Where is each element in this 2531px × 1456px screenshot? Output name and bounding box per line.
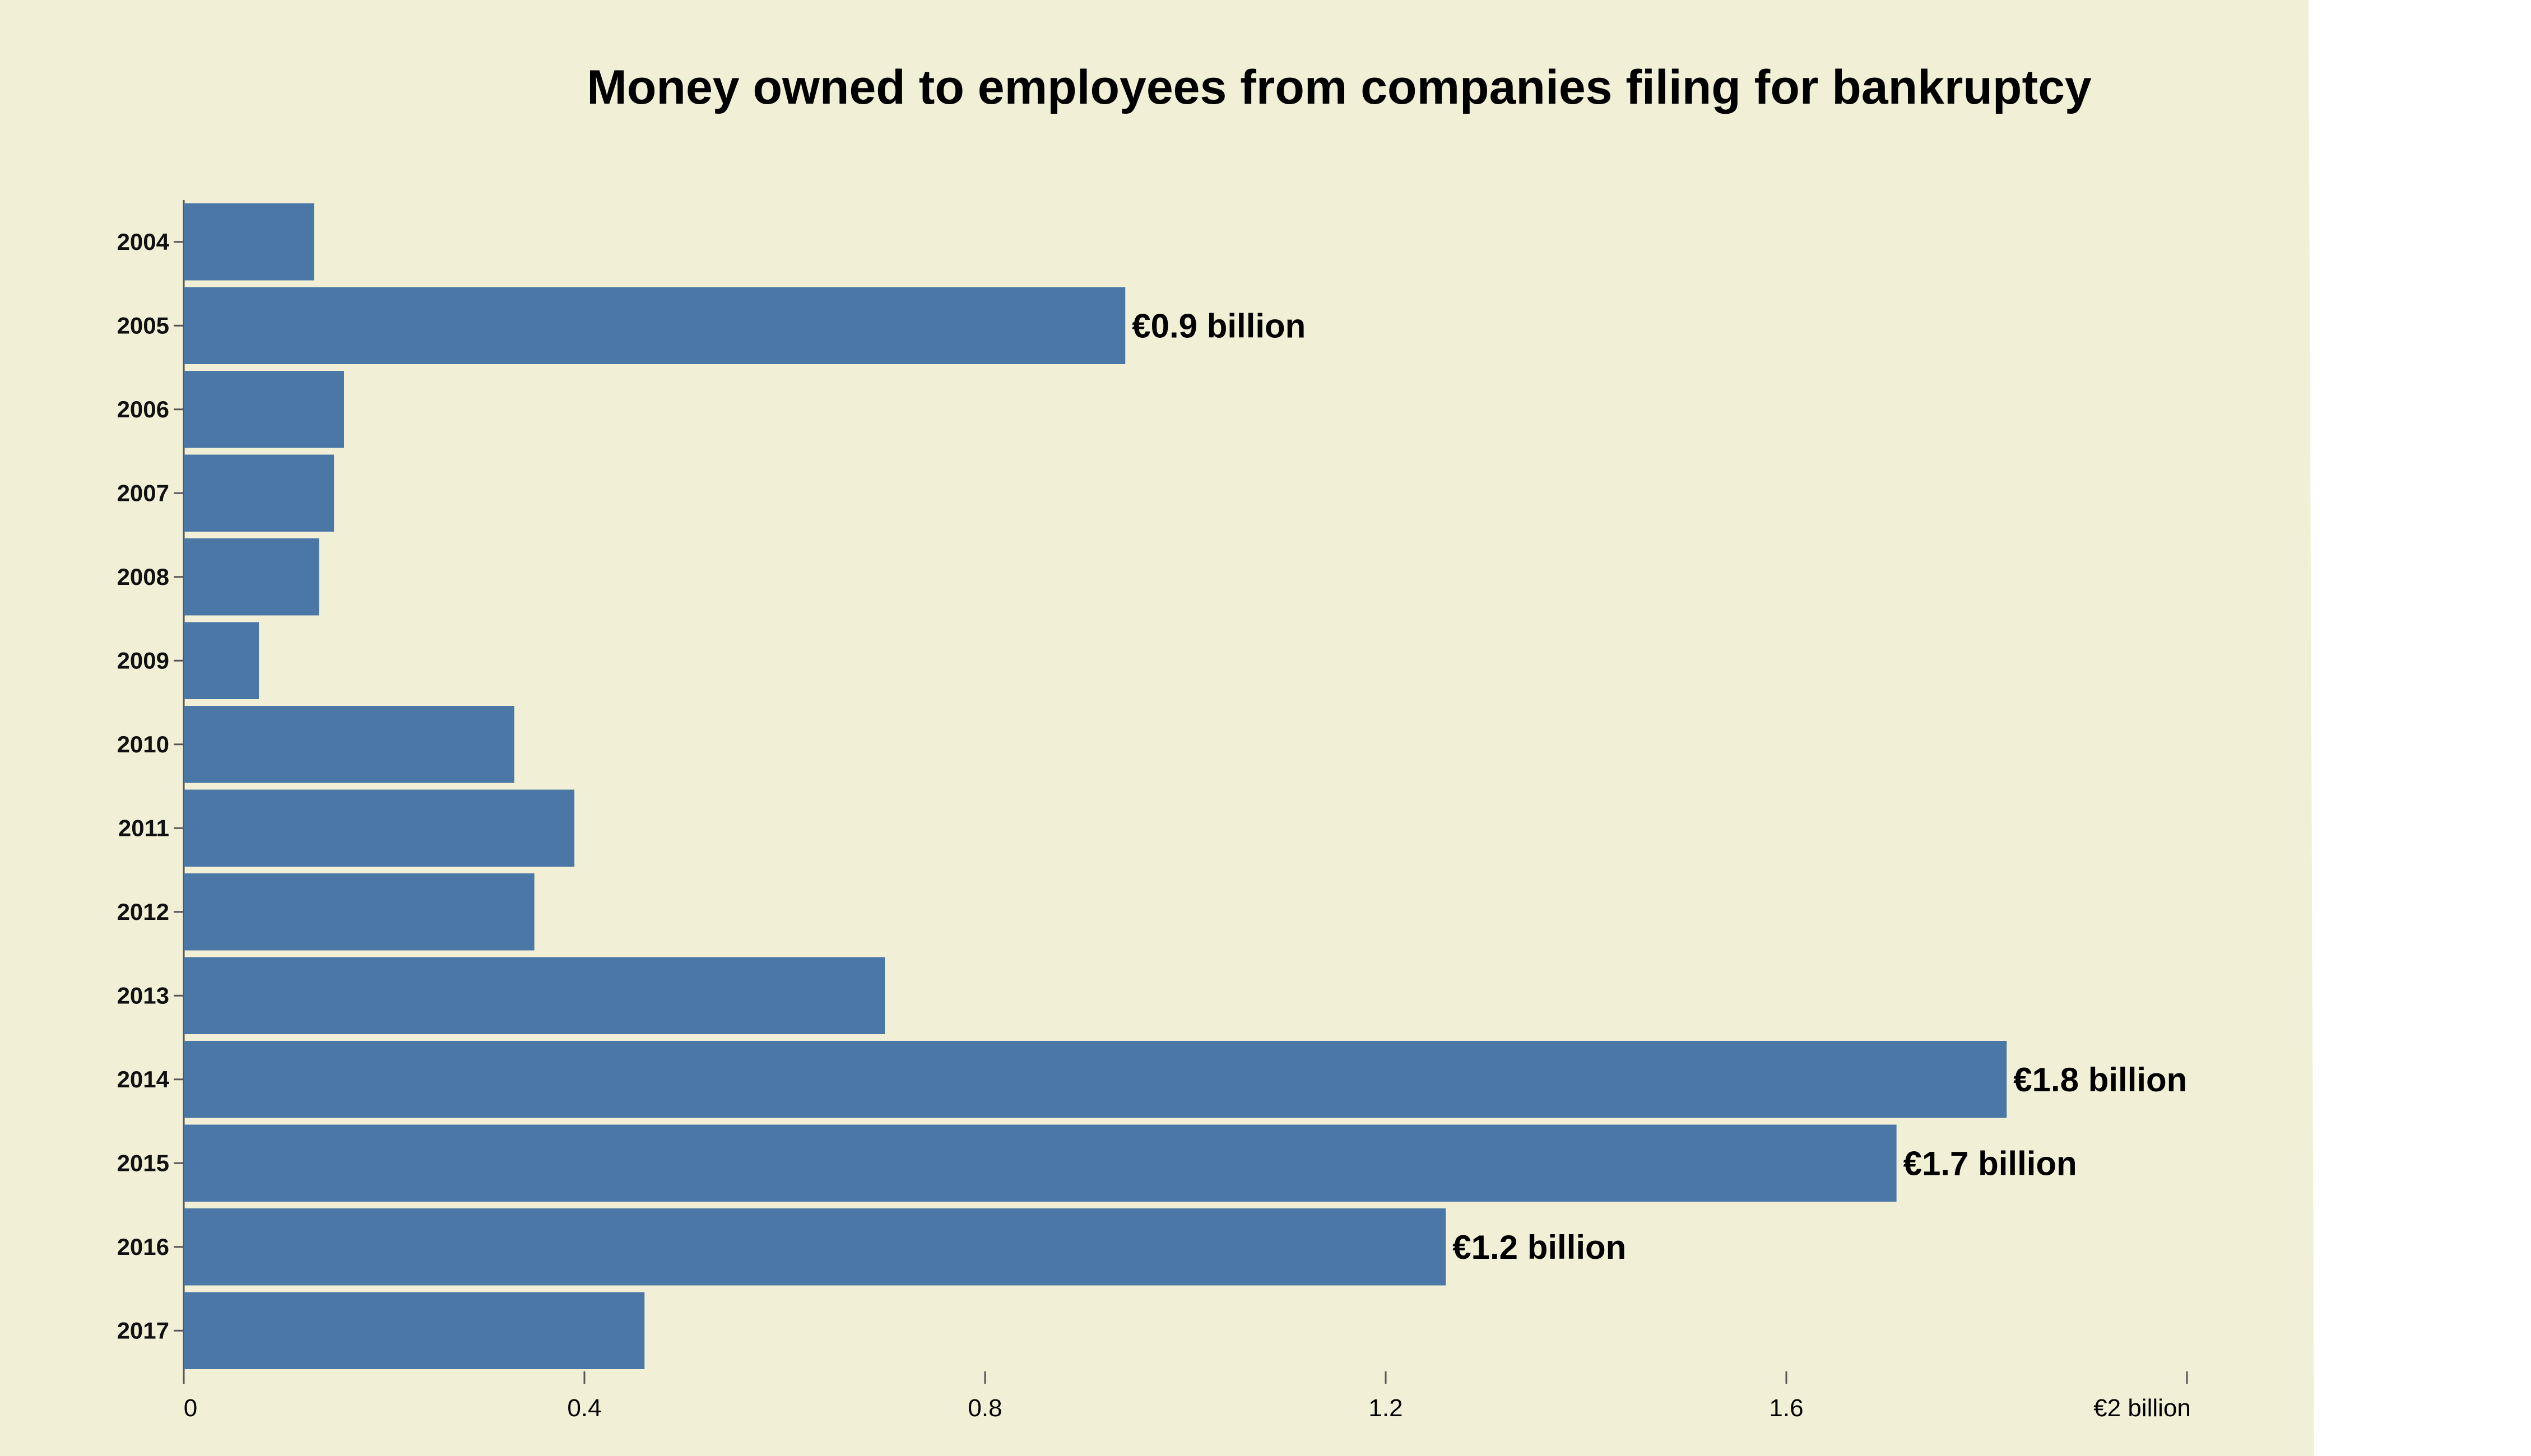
y-tick-label-2009: 2009 — [117, 647, 169, 673]
x-tick-label-3: 1.2 — [1368, 1394, 1403, 1422]
y-tick-label-2012: 2012 — [117, 899, 169, 925]
x-tick-label-1: 0.4 — [567, 1394, 601, 1422]
bar-2017 — [184, 1292, 645, 1369]
bar-2005 — [184, 287, 1126, 364]
data-label-2005: €0.9 billion — [1132, 307, 1306, 345]
bar-2016 — [184, 1208, 1446, 1286]
y-tick-label-2007: 2007 — [117, 480, 169, 506]
bar-2010 — [184, 706, 514, 783]
y-tick-label-2004: 2004 — [117, 229, 170, 255]
data-label-2015: €1.7 billion — [1903, 1145, 2077, 1182]
y-tick-label-2008: 2008 — [117, 564, 169, 590]
bar-2009 — [184, 622, 259, 699]
bar-2008 — [184, 538, 319, 616]
y-tick-label-2011: 2011 — [118, 815, 169, 841]
data-label-2014: €1.8 billion — [2013, 1061, 2187, 1099]
y-tick-label-2015: 2015 — [117, 1150, 169, 1176]
x-axis: 0 0.4 0.8 1.2 1.6 €2 billion — [183, 1371, 2191, 1422]
y-tick-label-2014: 2014 — [117, 1066, 170, 1092]
bar-2006 — [184, 371, 344, 448]
y-tick-label-2010: 2010 — [117, 731, 169, 757]
bar-2004 — [184, 203, 314, 281]
bar-2011 — [184, 789, 575, 867]
y-tick-label-2013: 2013 — [117, 982, 169, 1008]
y-axis: 2004 2005 2006 2007 2008 2009 2010 2011 2012 2013… — [117, 200, 185, 1378]
y-tick-label-2006: 2006 — [117, 396, 169, 422]
data-label-2016: €1.2 billion — [1452, 1229, 1626, 1266]
bar-2013 — [184, 957, 885, 1034]
x-tick-label-0: 0 — [184, 1394, 197, 1422]
bar-2012 — [184, 873, 535, 951]
bar-2007 — [184, 454, 335, 532]
bars — [184, 203, 2007, 1369]
x-tick-label-5: €2 billion — [2093, 1394, 2191, 1422]
x-tick-label-2: 0.8 — [968, 1394, 1002, 1422]
y-tick-label-2005: 2005 — [117, 312, 169, 338]
bar-2014 — [184, 1041, 2007, 1118]
y-tick-label-2016: 2016 — [117, 1234, 169, 1260]
y-tick-label-2017: 2017 — [117, 1317, 169, 1343]
x-tick-label-4: 1.6 — [1769, 1394, 1803, 1422]
data-labels: €0.9 billion €1.8 billion €1.7 billion €1.2… — [1132, 307, 2187, 1266]
chart-title: Money owned to employees from companies … — [587, 61, 2092, 114]
bar-2015 — [184, 1124, 1897, 1202]
